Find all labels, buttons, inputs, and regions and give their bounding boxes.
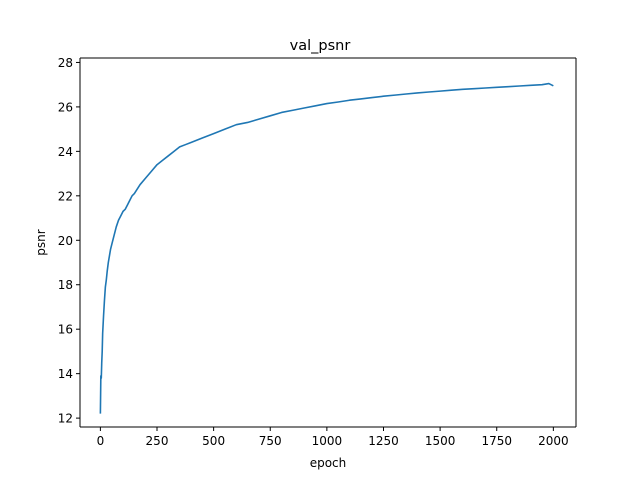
y-tick-label: 12 [58,412,73,426]
y-tick-label: 28 [58,56,73,70]
y-tick-label: 18 [58,278,73,292]
series-line-val-psnr [99,82,554,414]
plot-area [80,58,576,427]
x-tick-label: 1250 [368,434,399,448]
y-axis-label: psnr [34,229,48,255]
x-tick-label: 250 [146,434,169,448]
series-layer [99,82,554,414]
x-tick-label: 0 [97,434,105,448]
x-tick-label: 1000 [312,434,343,448]
x-tick-label: 500 [202,434,225,448]
chart-title: val_psnr [290,38,351,54]
x-tick-label: 1500 [425,434,456,448]
y-tick-label: 16 [58,323,73,337]
y-ticks: 12 14 16 18 20 22 24 26 28 [58,56,80,426]
y-tick-label: 14 [58,367,73,381]
axes-layer [79,57,577,428]
y-tick-label: 26 [58,100,73,114]
x-tick-label: 750 [259,434,282,448]
x-axis-label: epoch [310,456,347,470]
y-tick-label: 24 [58,145,73,159]
y-tick-label: 22 [58,189,73,203]
x-tick-label: 2000 [538,434,569,448]
x-tick-label: 1750 [481,434,512,448]
y-tick-label: 20 [58,234,73,248]
x-ticks: 0 250 500 750 1000 1250 1500 1750 2000 [97,427,569,448]
